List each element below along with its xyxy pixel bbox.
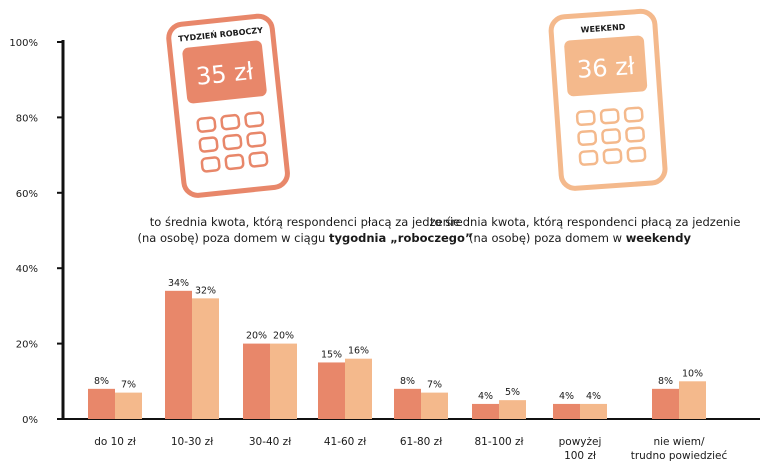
x-tick-label: powyżej xyxy=(559,436,602,448)
phone-key xyxy=(220,113,241,131)
y-tick-label: 100% xyxy=(9,38,38,49)
data-label: 8% xyxy=(658,376,673,387)
bar xyxy=(394,388,421,419)
workday-caption: to średnia kwota, którą respondenci płac… xyxy=(90,214,520,246)
y-tick-label: 40% xyxy=(16,264,38,275)
phone-key xyxy=(224,153,245,171)
bar xyxy=(115,392,142,419)
y-tick-label: 20% xyxy=(16,340,38,351)
phone-key xyxy=(577,129,598,146)
data-label: 20% xyxy=(246,331,267,342)
phone-key xyxy=(200,156,221,173)
data-label: 10% xyxy=(682,368,703,379)
phone-key xyxy=(246,131,267,148)
x-tick-label: 41-60 zł xyxy=(324,436,366,448)
weekend-caption-bold: weekendy xyxy=(625,231,691,245)
data-label: 20% xyxy=(273,331,294,342)
data-label: 32% xyxy=(195,285,216,296)
data-label: 16% xyxy=(348,346,369,357)
workday-caption-line1: to średnia kwota, którą respondenci płac… xyxy=(149,215,461,229)
bar xyxy=(652,388,679,419)
workday-caption-line2-text: (na osobę) poza domem w ciągu xyxy=(137,231,329,245)
phone-screen xyxy=(564,35,648,97)
y-tick-label: 80% xyxy=(16,113,38,124)
x-tick-label: 10-30 zł xyxy=(171,436,213,448)
bar xyxy=(421,392,448,419)
phone-icon: WEEKEND 36 zł xyxy=(548,8,668,191)
phone-key xyxy=(578,149,599,166)
phone-key xyxy=(222,133,243,151)
x-tick-label: do 10 zł xyxy=(94,436,136,448)
x-tick-label: 61-80 zł xyxy=(400,436,442,448)
data-label: 7% xyxy=(427,380,442,391)
data-label: 8% xyxy=(94,376,109,387)
x-tick-label: 100 zł xyxy=(564,450,596,462)
x-tick-label: 30-40 zł xyxy=(249,436,291,448)
phone-key xyxy=(601,128,622,145)
phone-key xyxy=(198,136,219,153)
data-label: 4% xyxy=(478,391,493,402)
phone-key xyxy=(602,148,623,165)
workday-caption-bold: tygodnia „roboczego” xyxy=(328,231,473,245)
phone-key xyxy=(244,111,265,128)
bar xyxy=(243,343,270,419)
data-label: 4% xyxy=(586,391,601,402)
bar xyxy=(553,403,580,419)
weekend-caption-line1: to średnia kwota, którą respondenci płac… xyxy=(430,215,741,229)
bar xyxy=(318,362,345,419)
x-tick-label: nie wiem/ xyxy=(653,436,705,448)
y-tick-label: 0% xyxy=(22,415,38,426)
data-label: 5% xyxy=(505,387,520,398)
weekend-caption: to średnia kwota, którą respondenci płac… xyxy=(430,214,741,246)
data-label: 7% xyxy=(121,380,136,391)
bar xyxy=(165,290,192,419)
phone-screen xyxy=(182,40,267,104)
phone-key xyxy=(623,106,644,123)
data-label: 4% xyxy=(559,391,574,402)
bar xyxy=(345,358,372,419)
phone-label: WEEKEND xyxy=(580,22,626,34)
phone-amount: 36 zł xyxy=(576,52,636,84)
phone-key xyxy=(248,151,269,168)
phone-key xyxy=(625,126,645,143)
data-label: 15% xyxy=(321,349,342,360)
bar xyxy=(270,343,297,419)
bar xyxy=(679,381,706,419)
bar xyxy=(472,403,499,419)
phone-key xyxy=(626,146,647,163)
weekend-caption-line2-text: (na osobę) poza domem w xyxy=(469,231,626,245)
x-tick-label: trudno powiedzieć xyxy=(631,450,728,462)
data-label: 34% xyxy=(168,278,189,289)
workday-caption-line2: (na osobę) poza domem w ciągu tygodnia „… xyxy=(90,230,520,246)
data-label: 8% xyxy=(400,376,415,387)
bar xyxy=(192,298,219,419)
phone-amount: 35 zł xyxy=(195,57,255,91)
x-tick-label: 81-100 zł xyxy=(474,436,523,448)
phone-key xyxy=(575,109,596,127)
y-tick-label: 60% xyxy=(16,189,38,200)
bar xyxy=(499,400,526,419)
bar xyxy=(580,403,607,419)
phone-key xyxy=(196,116,217,133)
weekend-caption-line2: (na osobę) poza domem w weekendy xyxy=(430,230,730,246)
bar xyxy=(88,388,115,419)
phone-key xyxy=(599,108,620,125)
